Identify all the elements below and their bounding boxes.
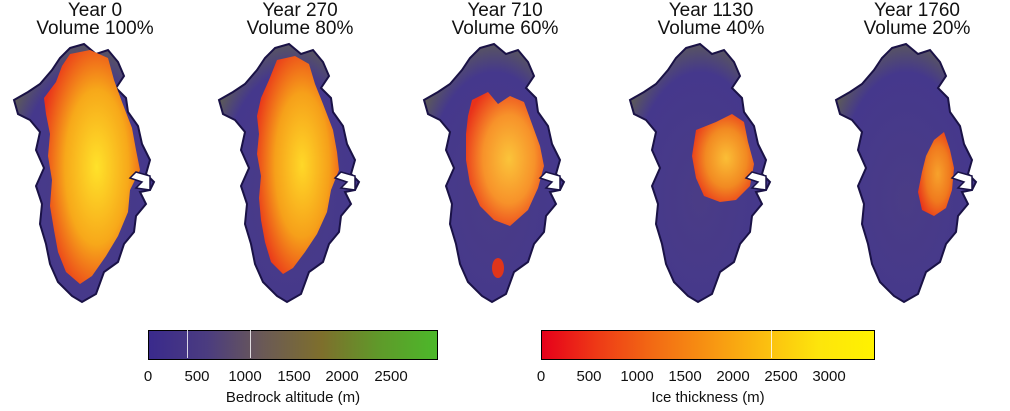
tick-label: 0 [536,368,546,385]
ice-sheet [466,92,544,226]
ice-colorbar: 0 500 1000 1500 2000 2500 3000 Ice thick… [537,330,875,410]
ice-sheet [44,50,140,284]
tick-label: 0 [143,368,153,385]
bedrock-title: Bedrock altitude (m) [225,389,361,406]
tick-label: 1000 [228,368,262,385]
ice-sheet [257,56,339,274]
panel-year-1130: Year 1130 Volume 40% [616,0,806,310]
panel-year-1760: Year 1760 Volume 20% [822,0,1010,310]
bedrock-gradient [148,330,438,360]
panel-year-270: Year 270 Volume 80% [205,0,395,310]
ice-gradient [541,330,875,360]
tick-label: 500 [184,368,210,385]
ice-title: Ice thickness (m) [651,389,765,406]
tick-label: 1000 [620,368,654,385]
greenland-map [422,42,566,304]
tick-label: 2000 [716,368,750,385]
bedrock-colorbar: 0 500 1000 1500 2000 2500 Bedrock altitu… [144,330,438,410]
tick-label: 2500 [764,368,798,385]
bar-tick [250,330,251,358]
panel-title: Year 710 Volume 60% [410,0,600,39]
tick-label: 2500 [374,368,408,385]
fjord [128,171,151,191]
volume-label: Volume 20% [863,18,971,39]
tick-label: 1500 [668,368,702,385]
year-label: Year 1760 [874,0,960,21]
year-label: Year 1130 [668,0,754,21]
tick-label: 1500 [277,368,311,385]
ice-cap [492,258,504,278]
year-label: Year 270 [262,0,338,21]
panel-year-0: Year 0 Volume 100% [0,0,190,310]
tick-label: 500 [576,368,602,385]
fjord [538,171,561,191]
panel-title: Year 0 Volume 100% [0,0,190,39]
greenland-map [217,42,361,304]
greenland-map [628,42,772,304]
ice-sheet [692,114,754,202]
volume-label: Volume 60% [451,18,559,39]
greenland-map [834,42,978,304]
volume-label: Volume 100% [36,18,154,39]
panel-title: Year 270 Volume 80% [205,0,395,39]
panel-title: Year 1760 Volume 20% [822,0,1010,39]
greenland-map [12,42,156,304]
tick-label: 3000 [812,368,846,385]
year-label: Year 0 [67,0,123,21]
land-bedrock [834,42,978,304]
panel-title: Year 1130 Volume 40% [616,0,806,39]
year-label: Year 710 [467,0,543,21]
bar-tick [771,330,772,358]
tick-label: 2000 [325,368,359,385]
fjord [744,171,767,191]
volume-label: Volume 80% [246,18,354,39]
fjord [950,171,973,191]
bar-tick [187,330,188,358]
ice-sheet [918,132,954,216]
panel-year-710: Year 710 Volume 60% [410,0,600,310]
volume-label: Volume 40% [657,18,765,39]
fjord [333,171,356,191]
